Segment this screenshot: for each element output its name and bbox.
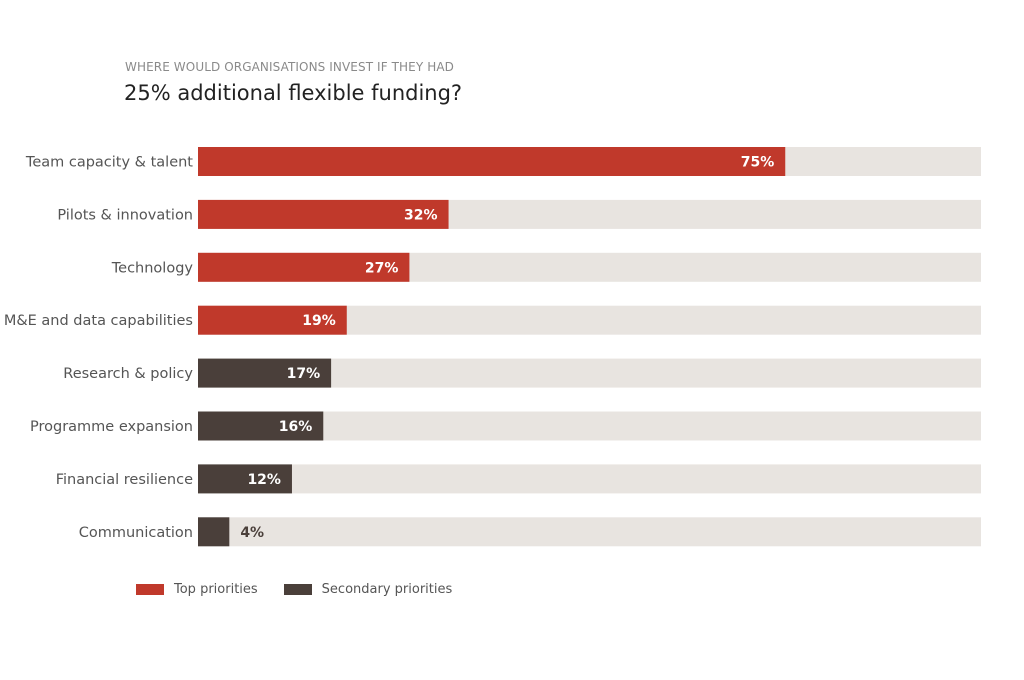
bar	[198, 147, 786, 176]
bar	[198, 199, 449, 229]
category-label: M&E and data capabilities	[4, 313, 193, 329]
bar-track	[198, 464, 981, 494]
legend-item-secondary: Secondary priorities	[283, 582, 453, 597]
legend-item-top: Top priorities	[136, 582, 258, 597]
value-label: 16%	[279, 419, 313, 435]
category-label: Programme expansion	[30, 419, 193, 435]
category-label: Team capacity & talent	[25, 155, 193, 171]
legend-label-top: Top priorities	[174, 582, 258, 597]
value-label: 17%	[287, 366, 321, 382]
category-label: Communication	[79, 525, 193, 541]
value-label: 19%	[302, 313, 336, 329]
bar	[198, 358, 332, 388]
bar-track	[198, 517, 981, 547]
legend-label-secondary: Secondary priorities	[321, 582, 453, 597]
category-label: Financial resilience	[56, 472, 193, 488]
legend-swatch-top	[136, 584, 164, 595]
bar	[198, 252, 410, 282]
chart-subtitle: WHERE WOULD ORGANISATIONS INVEST IF THEY…	[125, 60, 454, 74]
bar	[198, 464, 292, 494]
bar	[198, 517, 230, 547]
bar	[198, 411, 324, 441]
legend: Top priorities Secondary priorities	[136, 582, 478, 597]
category-label: Technology	[111, 260, 194, 276]
value-label: 27%	[365, 260, 399, 276]
bar	[198, 305, 347, 335]
value-label: 75%	[741, 155, 775, 171]
bar-track	[198, 411, 981, 441]
value-label: 4%	[240, 525, 264, 541]
legend-swatch-secondary	[283, 584, 312, 595]
category-label: Pilots & innovation	[57, 207, 193, 223]
category-label: Research & policy	[63, 366, 193, 382]
value-label: 12%	[247, 472, 281, 488]
value-label: 32%	[404, 207, 438, 223]
chart-title: 25% additional flexible funding?	[124, 81, 463, 105]
